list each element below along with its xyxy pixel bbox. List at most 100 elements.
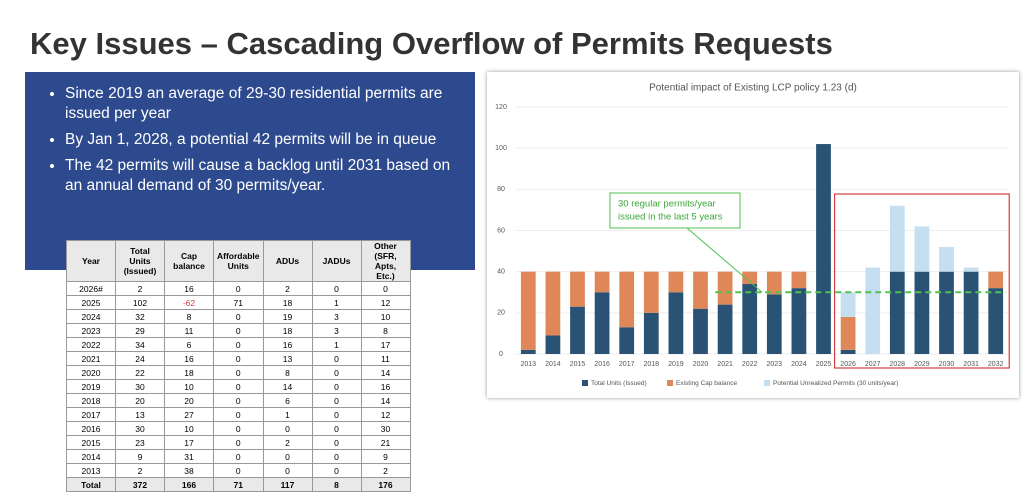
table-cell: 0 xyxy=(311,449,362,464)
table-cell: 0 xyxy=(311,435,362,450)
table-cell: 0 xyxy=(213,379,264,394)
table-cell: 0 xyxy=(213,337,264,352)
table-cell: 166 xyxy=(164,477,214,492)
bar-segment xyxy=(963,267,979,272)
bar-segment xyxy=(545,271,561,336)
column-header: Total Units (Issued) xyxy=(115,240,165,282)
table-cell: -62 xyxy=(164,295,214,310)
annotation-text: issued in the last 5 years xyxy=(618,212,723,223)
table-cell: 22 xyxy=(115,365,165,380)
bullet-list: Since 2019 an average of 29-30 residenti… xyxy=(43,84,455,196)
bar-segment xyxy=(889,205,905,272)
table-cell: 0 xyxy=(262,449,313,464)
bar-segment xyxy=(742,284,758,354)
table-cell: 20 xyxy=(164,393,214,408)
y-tick-label: 60 xyxy=(497,227,505,234)
y-tick-label: 120 xyxy=(495,104,507,111)
table-row: 2014 9 31 0 0 0 9 xyxy=(66,449,411,464)
table-cell: 18 xyxy=(164,365,214,380)
bar-segment xyxy=(668,271,684,293)
bar-segment xyxy=(791,288,807,354)
y-tick-label: 20 xyxy=(497,310,505,317)
table-cell: 117 xyxy=(262,477,313,492)
table-cell: 31 xyxy=(164,449,214,464)
bar-segment xyxy=(865,267,881,354)
bar-segment xyxy=(963,271,979,354)
table-cell: 2024 xyxy=(66,309,116,324)
table-cell: 9 xyxy=(115,449,165,464)
table-cell: 71 xyxy=(213,477,264,492)
table-row: 2019 30 10 0 14 0 16 xyxy=(66,379,411,394)
table-row: 2020 22 18 0 8 0 14 xyxy=(66,365,411,380)
table-cell: 2014 xyxy=(66,449,116,464)
x-tick-label: 2020 xyxy=(693,361,709,368)
bar-segment xyxy=(570,306,585,354)
table-cell: 1 xyxy=(311,295,362,310)
column-header: JADUs xyxy=(311,240,362,282)
x-tick-label: 2027 xyxy=(865,361,881,368)
y-tick-label: 100 xyxy=(495,145,507,152)
table-cell: 3 xyxy=(311,323,362,338)
table-cell: 2 xyxy=(262,281,313,296)
table-cell: 2021 xyxy=(66,351,116,366)
bullet: Since 2019 an average of 29-30 residenti… xyxy=(65,84,455,124)
table-cell: 18 xyxy=(262,323,313,338)
table-cell: 0 xyxy=(311,407,362,422)
table-cell: 3 xyxy=(311,309,362,324)
table-cell: 14 xyxy=(360,365,411,380)
table-cell: 12 xyxy=(360,407,411,422)
table-row: Total 372 166 71 117 8 176 xyxy=(66,477,411,492)
table-cell: 176 xyxy=(360,477,411,492)
bar-segment xyxy=(840,292,856,317)
bar-segment xyxy=(643,271,659,313)
table-cell: 14 xyxy=(360,393,411,408)
permits-table: Year Total Units (Issued) Cap balance Affor… xyxy=(66,240,411,492)
table-cell: 0 xyxy=(360,281,411,296)
table-cell: Total xyxy=(66,477,116,492)
highlight-box xyxy=(833,193,1010,369)
table-cell: 2 xyxy=(115,463,165,478)
table-cell: 29 xyxy=(115,323,165,338)
table-cell: 8 xyxy=(311,477,362,492)
x-tick-label: 2029 xyxy=(914,361,930,368)
table-cell: 16 xyxy=(164,281,214,296)
table-cell: 0 xyxy=(311,351,362,366)
table-cell: 24 xyxy=(115,351,165,366)
table-cell: 38 xyxy=(164,463,214,478)
bar-segment xyxy=(988,271,1004,289)
x-tick-label: 2030 xyxy=(939,361,955,368)
table-cell: 71 xyxy=(213,295,264,310)
y-tick-label: 80 xyxy=(497,186,505,193)
table-row: 2022 34 6 0 16 1 17 xyxy=(66,337,411,352)
table-row: 2017 13 27 0 1 0 12 xyxy=(66,407,411,422)
table-row: 2021 24 16 0 13 0 11 xyxy=(66,351,411,366)
table-cell: 30 xyxy=(360,421,411,436)
table-cell: 19 xyxy=(262,309,313,324)
table-cell: 2023 xyxy=(66,323,116,338)
legend-swatch xyxy=(582,380,588,386)
table-cell: 0 xyxy=(213,435,264,450)
table-cell: 2019 xyxy=(66,379,116,394)
x-tick-label: 2022 xyxy=(742,361,758,368)
table-cell: 2018 xyxy=(66,393,116,408)
table-cell: 27 xyxy=(164,407,214,422)
table-cell: 13 xyxy=(262,351,313,366)
table-cell: 0 xyxy=(311,393,362,408)
x-tick-label: 2032 xyxy=(988,361,1004,368)
table-cell: 2017 xyxy=(66,407,116,422)
table-cell: 17 xyxy=(360,337,411,352)
bar-segment xyxy=(766,271,782,295)
table-cell: 0 xyxy=(213,281,264,296)
table-cell: 0 xyxy=(213,407,264,422)
x-tick-label: 2013 xyxy=(521,361,537,368)
x-tick-label: 2021 xyxy=(717,361,733,368)
table-cell: 2 xyxy=(115,281,165,296)
x-tick-label: 2026 xyxy=(840,361,856,368)
table-cell: 102 xyxy=(115,295,165,310)
legend-label: Potential Unrealized Permits (30 units/y… xyxy=(773,380,898,387)
table-cell: 8 xyxy=(262,365,313,380)
table-cell: 8 xyxy=(164,309,214,324)
table-cell: 18 xyxy=(262,295,313,310)
table-cell: 0 xyxy=(213,351,264,366)
table-cell: 2 xyxy=(262,435,313,450)
